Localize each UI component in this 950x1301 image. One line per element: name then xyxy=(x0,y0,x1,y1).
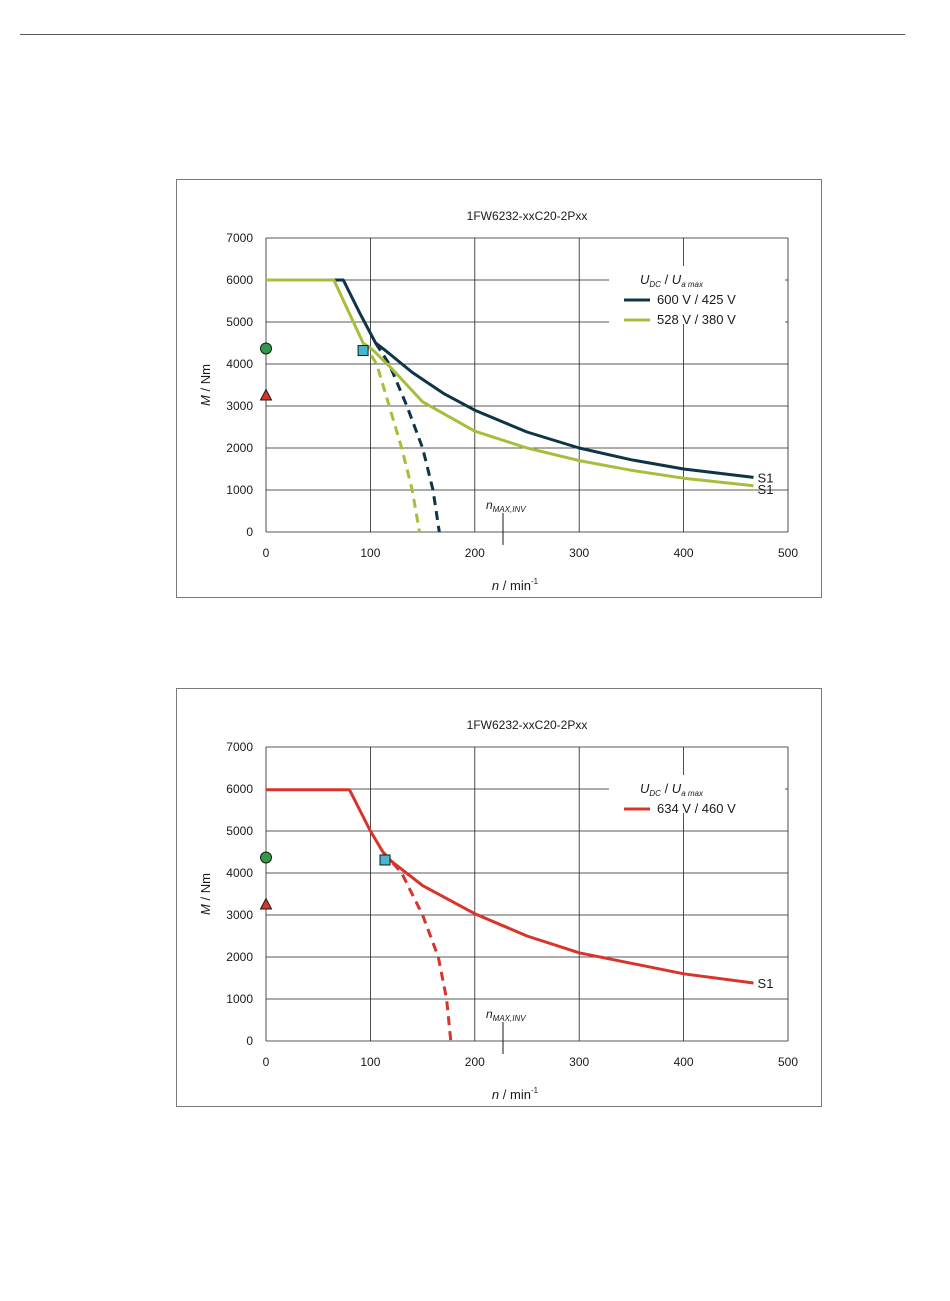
legend-title: UDC / Ua max xyxy=(640,781,704,798)
legend-title-u1: U xyxy=(640,781,650,796)
x-tick-label: 100 xyxy=(360,546,380,560)
chart-title: 1FW6232-xxC20-2Pxx xyxy=(467,209,588,223)
y-tick-label: 1000 xyxy=(226,483,253,497)
legend-title-u2: U xyxy=(672,781,682,796)
y-tick-label: 5000 xyxy=(226,824,253,838)
y-axis-unit: / Nm xyxy=(198,364,213,395)
y-axis-unit: / Nm xyxy=(198,873,213,904)
nmax-label-base: n xyxy=(486,498,493,512)
y-tick-label: 3000 xyxy=(226,908,253,922)
legend-title-sub2: a max xyxy=(681,280,704,289)
x-tick-label: 300 xyxy=(569,546,589,560)
legend-title: UDC / Ua max xyxy=(640,272,704,289)
series-solid-line xyxy=(266,278,754,479)
y-tick-label: 2000 xyxy=(226,950,253,964)
y-tick-label: 2000 xyxy=(226,441,253,455)
series-dashed-line xyxy=(374,342,441,533)
y-tick-label: 4000 xyxy=(226,866,253,880)
x-axis-exponent: -1 xyxy=(531,577,539,586)
x-tick-label: 400 xyxy=(674,546,694,560)
y-tick-label: 4000 xyxy=(226,357,253,371)
legend-label: 634 V / 460 V xyxy=(657,801,736,816)
nmax-label-base: n xyxy=(486,1007,493,1021)
nmax-label-sub: MAX,INV xyxy=(493,1014,527,1023)
circle-marker xyxy=(260,851,272,864)
x-tick-label: 100 xyxy=(360,1055,380,1069)
chart-1-svg: 1FW6232-xxC20-2Pxx0100020003000400050006… xyxy=(198,209,798,593)
chart-panel-1: 1FW6232-xxC20-2Pxx 0 1000 2000 3000 4000 5000 6… xyxy=(176,179,822,598)
y-axis-label: M / Nm xyxy=(198,873,213,915)
chart-2-svg: 1FW6232-xxC20-2Pxx0100020003000400050006… xyxy=(198,718,798,1102)
x-axis-label: n / min-1 xyxy=(492,577,539,593)
square-marker xyxy=(357,345,369,357)
y-axis-symbol: M xyxy=(198,904,213,915)
x-tick-label: 200 xyxy=(465,546,485,560)
x-axis-label: n / min-1 xyxy=(492,1086,539,1102)
legend-label: 528 V / 380 V xyxy=(657,312,736,327)
legend-title-u2: U xyxy=(672,272,682,287)
nmax-label-sub: MAX,INV xyxy=(493,505,527,514)
y-tick-label: 1000 xyxy=(226,992,253,1006)
y-tick-label: 3000 xyxy=(226,399,253,413)
x-tick-label: 0 xyxy=(263,1055,270,1069)
legend-title-sub2: a max xyxy=(681,789,704,798)
series-solid-line xyxy=(266,788,754,985)
y-tick-label: 6000 xyxy=(226,273,253,287)
x-axis-unit: / min xyxy=(499,578,531,593)
legend-title-sep: / xyxy=(661,781,672,796)
legend-title-u1: U xyxy=(640,272,650,287)
x-tick-label: 400 xyxy=(674,1055,694,1069)
x-tick-label: 200 xyxy=(465,1055,485,1069)
chart-panel-2: 1FW6232-xxC20-2Pxx 0 1000 2000 3000 4000 5000 6… xyxy=(176,688,822,1107)
x-tick-label: 0 xyxy=(263,546,270,560)
y-axis-label: M / Nm xyxy=(198,364,213,406)
legend-label: 600 V / 425 V xyxy=(657,292,736,307)
y-axis-symbol: M xyxy=(198,395,213,406)
series-dashed-line xyxy=(361,342,421,533)
triangle-marker xyxy=(259,388,273,401)
circle-marker xyxy=(260,342,272,355)
series-dashed-line xyxy=(381,850,453,1042)
y-tick-label: 0 xyxy=(246,525,253,539)
nmax-label: nMAX,INV xyxy=(486,1007,526,1023)
series-solid-line xyxy=(266,278,754,488)
nmax-label: nMAX,INV xyxy=(486,498,526,514)
triangle-marker xyxy=(259,897,273,910)
square-marker xyxy=(379,854,391,866)
y-tick-label: 0 xyxy=(246,1034,253,1048)
chart-title: 1FW6232-xxC20-2Pxx xyxy=(467,718,588,732)
series-end-label: S1 xyxy=(758,482,774,497)
legend-title-sep: / xyxy=(661,272,672,287)
x-tick-label: 500 xyxy=(778,546,798,560)
series-end-label: S1 xyxy=(758,470,774,485)
y-tick-label: 7000 xyxy=(226,740,253,754)
x-axis-symbol: n xyxy=(492,1087,499,1102)
x-axis-symbol: n xyxy=(492,578,499,593)
y-tick-label: 5000 xyxy=(226,315,253,329)
y-tick-label: 6000 xyxy=(226,782,253,796)
x-axis-unit: / min xyxy=(499,1087,531,1102)
x-axis-exponent: -1 xyxy=(531,1086,539,1095)
y-tick-label: 7000 xyxy=(226,231,253,245)
x-tick-label: 300 xyxy=(569,1055,589,1069)
legend-title-sub1: DC xyxy=(649,280,661,289)
legend-background xyxy=(609,775,785,813)
series-end-label: S1 xyxy=(758,976,774,991)
legend-title-sub1: DC xyxy=(649,789,661,798)
x-tick-label: 500 xyxy=(778,1055,798,1069)
page-top-rule xyxy=(20,34,905,35)
legend-background xyxy=(609,266,785,324)
